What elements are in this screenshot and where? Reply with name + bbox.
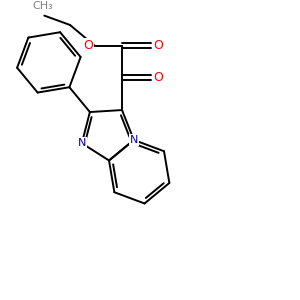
Text: CH₃: CH₃	[32, 1, 53, 11]
Text: N: N	[78, 138, 86, 148]
Text: O: O	[153, 71, 163, 84]
Text: N: N	[130, 135, 138, 145]
Text: O: O	[83, 39, 93, 52]
Text: O: O	[153, 39, 163, 52]
